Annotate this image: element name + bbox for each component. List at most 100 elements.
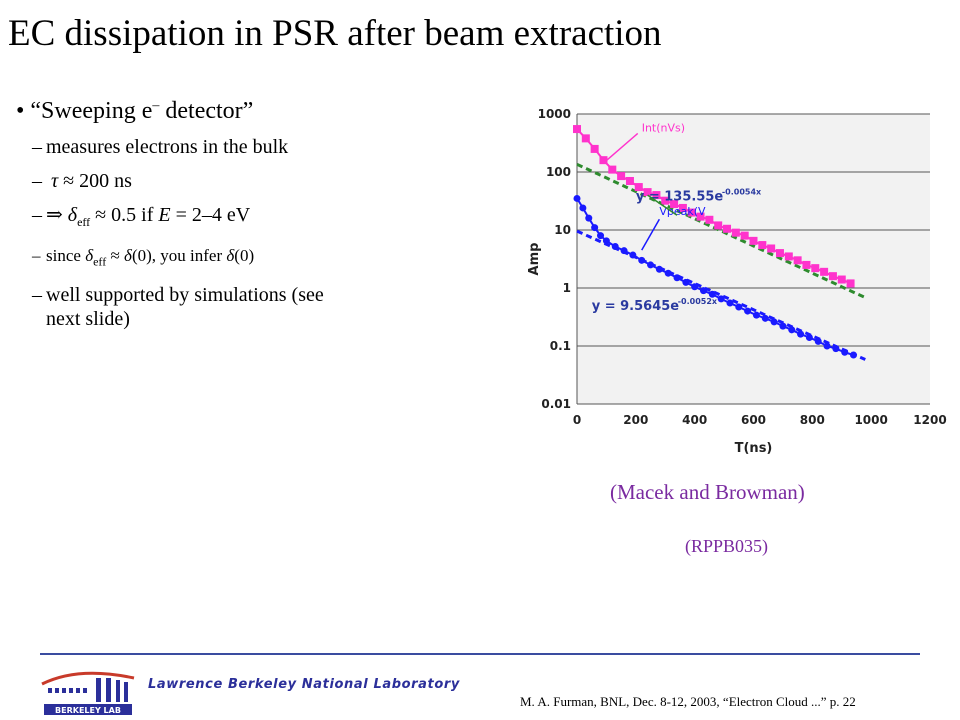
data-point [828, 272, 837, 281]
data-point [647, 261, 655, 269]
data-point [682, 278, 690, 286]
data-point [687, 208, 696, 217]
data-point [691, 283, 699, 291]
x-tick-label: 200 [623, 413, 648, 427]
data-point [740, 231, 749, 240]
data-point [673, 274, 681, 282]
x-tick-label: 600 [741, 413, 766, 427]
fit-exponent-0: -0.0054x [722, 188, 762, 197]
data-point [634, 183, 643, 192]
data-point [820, 267, 829, 276]
data-point [802, 260, 811, 269]
data-point [678, 203, 687, 212]
data-point [723, 224, 732, 233]
y-tick-label: 100 [546, 165, 571, 179]
x-tick-label: 400 [682, 413, 707, 427]
data-point [752, 311, 760, 319]
data-point [788, 326, 796, 334]
fit-exponent-1: -0.0052x [678, 297, 718, 306]
data-point [573, 125, 581, 134]
data-point [629, 251, 637, 259]
data-point [735, 303, 743, 311]
data-point [850, 351, 858, 359]
sub-item-1: – measures electrons in the bulk [32, 136, 289, 158]
data-point [617, 172, 626, 181]
y-tick-label: 0.1 [550, 339, 571, 353]
data-point [599, 156, 608, 165]
data-point [846, 279, 855, 288]
data-point [643, 188, 652, 197]
data-point [602, 237, 610, 245]
footer-rule [40, 653, 920, 655]
data-point [775, 249, 784, 258]
data-point [726, 299, 734, 307]
annotation-arrow [641, 218, 661, 251]
sub-item-5: – well supported by simulations (see next … [32, 284, 324, 331]
y-axis-label: Amp [527, 243, 542, 276]
data-point [608, 165, 617, 174]
fit-equation-1: y = 9.5645e [592, 299, 680, 314]
data-point [832, 345, 840, 353]
data-point [758, 241, 767, 250]
data-point [708, 290, 716, 298]
data-point [699, 287, 707, 295]
figure-caption-code: (RPPB035) [685, 536, 769, 556]
data-point [714, 221, 723, 230]
x-axis-label: T(ns) [735, 441, 773, 456]
fit-line-0 [576, 162, 866, 299]
data-point [611, 242, 619, 250]
bullet-tail: detector” [159, 98, 254, 124]
decay-chart: 1000 100 10 1 0.1 0.010 200 400 600 800 1000 1200 T(… [527, 107, 947, 456]
bullet-text: “Sweeping e [30, 98, 153, 124]
sub-item-4: – since δeff ≈ δ(0), you infer δ(0) [32, 246, 255, 269]
y-tick-label: 10 [554, 223, 571, 237]
data-point [670, 200, 679, 209]
series-annotation-1: Vpeak(V [659, 205, 706, 218]
data-point [811, 264, 820, 273]
data-point [761, 314, 769, 322]
data-point [705, 215, 714, 224]
slide-title: EC dissipation in PSR after beam extract… [8, 13, 662, 54]
series-line-1 [576, 197, 854, 356]
lab-name: Lawrence Berkeley National Laboratory [148, 677, 460, 692]
data-point [638, 256, 646, 264]
sub-item-3: – ⇒ δeff ≈ 0.5 if E = 2–4 eV [32, 204, 251, 229]
data-point [597, 232, 605, 240]
sub-item-2: – τ ≈ 200 ns [32, 170, 132, 192]
data-point [779, 322, 787, 330]
data-point [590, 144, 599, 153]
data-point [620, 247, 628, 255]
series-annotation-0: Int(nVs) [642, 121, 685, 134]
x-tick-label: 800 [800, 413, 825, 427]
data-point [664, 269, 672, 277]
data-point [696, 212, 705, 221]
data-point [652, 191, 661, 200]
data-point [784, 252, 793, 261]
data-point [591, 224, 599, 232]
data-point [661, 196, 670, 205]
equation-arrow [647, 194, 678, 216]
x-tick-label: 1200 [913, 413, 946, 427]
bullet-main: • “Sweeping e– detector” [16, 98, 254, 124]
data-point [655, 265, 663, 273]
bullet-sup: – [152, 98, 160, 113]
y-tick-label: 1000 [538, 107, 571, 121]
data-point [581, 134, 590, 143]
berkeley-lab-logo-icon: BERKELEY LAB [41, 671, 135, 715]
data-point [749, 236, 758, 245]
x-tick-label: 1000 [854, 413, 887, 427]
x-tick-label: 0 [573, 413, 581, 427]
data-point [625, 176, 634, 185]
annotation-arrow [604, 132, 639, 163]
data-point [731, 228, 740, 237]
bullet-list: • “Sweeping e– detector” – measures elect… [16, 98, 466, 341]
data-point [793, 256, 802, 265]
data-point [579, 204, 587, 212]
data-point [585, 214, 593, 222]
citation: M. A. Furman, BNL, Dec. 8-12, 2003, “Ele… [520, 694, 856, 709]
data-point [797, 330, 805, 338]
y-tick-label: 0.01 [541, 397, 571, 411]
svg-text:BERKELEY LAB: BERKELEY LAB [55, 706, 121, 715]
figure-caption-authors: (Macek and Browman) [610, 480, 805, 504]
data-point [744, 307, 752, 315]
